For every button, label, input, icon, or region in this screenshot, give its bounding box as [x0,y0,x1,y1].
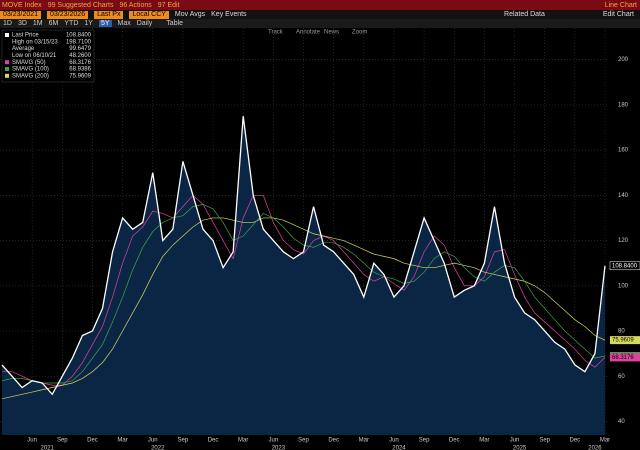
x-tick-label: Dec [87,438,98,444]
legend-label: High on 03/15/23 [12,39,58,45]
x-tick-label: Jun [148,438,158,444]
legend-value: 99.6479 [69,46,91,52]
field-select[interactable]: Last Px [94,10,124,19]
legend-label: Average [12,46,35,52]
chart-tool[interactable]: Zoom [352,30,367,36]
settings-bar: 03/23/2021 03/23/2026 Last Px Local CCY … [0,10,640,19]
x-tick-label: Sep [539,438,550,444]
x-tick-label: Jun [510,438,520,444]
legend: Last Price 108.8400 High on 03/15/23 198.71… [1,29,95,83]
table-button[interactable]: Table [166,20,184,27]
x-tick-label: Mar [359,438,369,444]
legend-swatch [5,73,9,78]
currency-select[interactable]: Local CCY [129,10,169,19]
legend-label: SMAVG (50) [12,60,46,66]
x-tick-label: Mar [238,438,248,444]
range-button[interactable]: Max [117,20,131,27]
x-tick-label: Jun [269,438,279,444]
range-button[interactable]: 3D [17,20,27,27]
range-bar: 1D 3D 1M 6M YTD 1Y 5Y Max Daily Table [0,19,640,28]
range-button[interactable]: 5Y [98,20,112,27]
x-tick-label: Dec [449,438,460,444]
chart-tool[interactable]: News [324,30,339,36]
x-tick-label: Sep [57,438,68,444]
last-value-label: 68.3176 [612,355,634,361]
date-field[interactable]: 03/23/2021 [0,10,42,19]
legend-value: 75.9609 [69,73,91,79]
chart-tool[interactable]: Annotate [296,30,321,36]
area [2,116,605,435]
last-value-tag [610,336,640,345]
range-button[interactable]: 1D [3,20,12,27]
range-button[interactable]: 6M [48,20,59,27]
menu-button[interactable]: 96 Actions [119,1,152,9]
x-tick-label: Jun [389,438,399,444]
legend-value: 68.3176 [69,60,91,66]
legend-value: 68.9386 [69,67,91,73]
legend-label: SMAVG (100) [12,67,49,73]
legend-swatch [5,33,9,37]
chart-tool[interactable]: Track [268,30,284,36]
chart-kind: Line Chart [604,1,637,9]
range-button[interactable]: 1Y [84,20,93,27]
last-value-tag [610,353,640,362]
x-year-label: 2023 [272,446,286,450]
range-button[interactable]: 1M [32,20,43,27]
line [2,194,606,386]
y-tick-label: 120 [618,238,629,244]
y-tick-label: 40 [618,419,625,425]
date-field[interactable]: 03/23/2026 [47,10,89,19]
legend-value: 108.8400 [66,33,92,39]
x-tick-label: Mar [117,438,127,444]
legend-box [1,29,95,83]
menu-button[interactable]: Related Data [504,11,545,18]
legend-value: 48.2600 [69,53,91,59]
range-button[interactable]: Daily [136,20,153,27]
x-tick-label: Sep [178,438,189,444]
x-year-label: 2024 [392,446,406,450]
line [1,116,606,396]
x-year-label: 2025 [513,446,527,450]
legend-swatch [5,60,9,65]
x-tick-label: Jun [27,438,37,444]
x-year-label: 2022 [151,446,165,450]
x-tick-label: Dec [328,438,339,444]
legend-label: SMAVG (200) [12,73,49,79]
x-year-label: 2021 [41,446,55,450]
title-bar: MOVE Index 99 Suggested Charts 96 Action… [0,0,640,10]
y-tick-label: 80 [618,329,625,335]
line [1,217,606,400]
legend-label: Last Price [12,33,39,39]
checkbox[interactable]: Key Events [211,11,247,18]
x-tick-label: Sep [419,438,430,444]
last-value-tag [609,261,640,271]
legend-label: Low on 06/10/21 [12,53,57,59]
range-button[interactable]: YTD [64,20,79,27]
legend-swatch [5,67,9,71]
chart: Track Annotate News Zoom 40 60 80 100 120 140 160 1… [0,28,640,450]
x-year-label: 2026 [588,446,602,450]
x-tick-label: Dec [208,438,219,444]
x-tick-label: Sep [298,438,309,444]
menu-button[interactable]: Edit Chart [602,11,634,18]
y-tick-label: 140 [618,193,629,199]
menu-button[interactable]: 97 Edit [157,1,180,9]
ticker: MOVE Index [2,1,42,9]
y-tick-label: 200 [618,57,629,63]
last-value-label: 108.8400 [612,263,638,269]
checkbox[interactable]: Mov Avgs [174,11,206,18]
legend-value: 198.7100 [66,39,92,45]
x-tick-label: Mar [600,438,610,444]
last-value-label: 75.9609 [612,338,634,344]
menu-button[interactable]: 99 Suggested Charts [47,1,114,9]
y-tick-label: 180 [618,102,629,108]
x-tick-label: Mar [479,438,489,444]
y-tick-label: 160 [618,148,629,154]
y-tick-label: 100 [618,283,629,289]
y-tick-label: 60 [618,374,625,380]
x-tick-label: Dec [570,438,581,444]
